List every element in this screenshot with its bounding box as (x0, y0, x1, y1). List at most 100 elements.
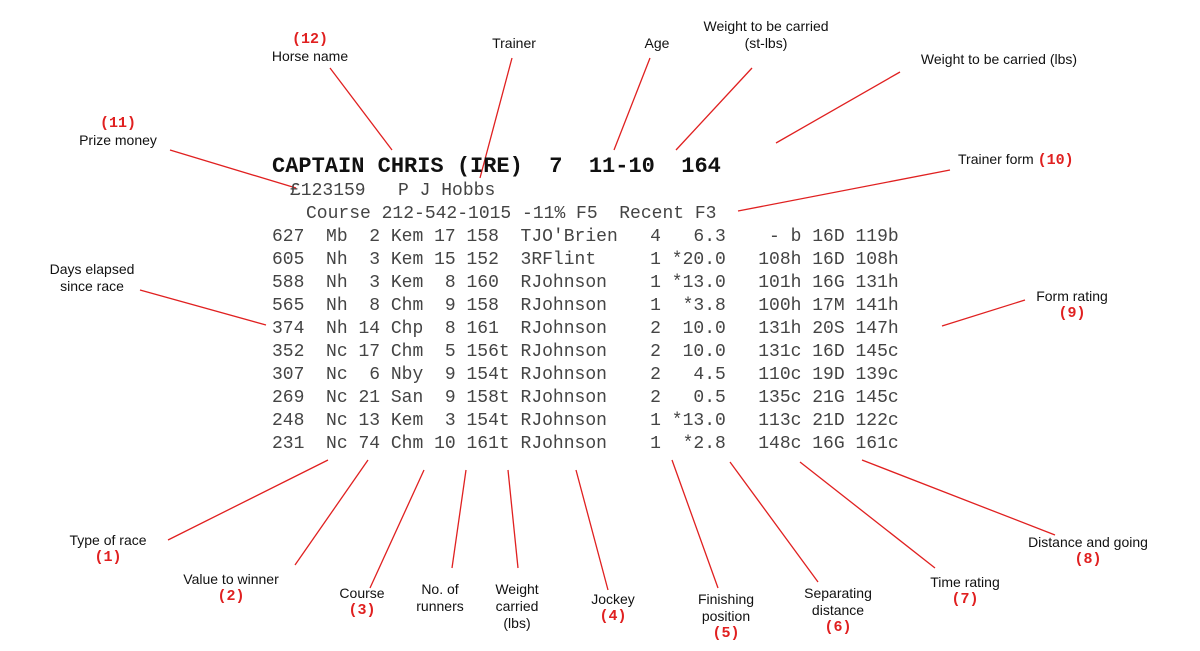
label-number: (1) (94, 549, 122, 566)
form-cell: 10 (434, 434, 456, 454)
form-cell: 21G (812, 388, 845, 408)
label-text-line3: (lbs) (503, 615, 531, 631)
form-cell: 16G (812, 273, 845, 293)
form-cell: Nc (326, 365, 348, 385)
label-text-line2: (st-lbs) (744, 35, 788, 51)
label-text-line1: No. of (421, 581, 459, 597)
leader-no-of-runners (451, 469, 467, 569)
form-cell: 122c (855, 411, 899, 431)
form-cell: 8 (358, 296, 381, 316)
form-cell: 352 (272, 342, 305, 362)
leader-type-of-race (167, 459, 329, 541)
form-cell: Chp (390, 319, 424, 339)
form-cell: Chm (390, 434, 424, 454)
label-number: (10) (1037, 152, 1074, 169)
form-cell: 307 (272, 365, 305, 385)
form-cell: 17 (434, 227, 456, 247)
label-no-of-runners: No. of runners (416, 581, 463, 615)
label-trainer: Trainer (492, 35, 536, 52)
form-cell: Nh (326, 250, 348, 270)
form-cell: 141h (855, 296, 899, 316)
label-text-line1: Days elapsed (49, 261, 135, 277)
label-weight-carried: Weight carried (lbs) (495, 581, 538, 632)
form-cell: 145c (855, 388, 899, 408)
form-cell: 231 (272, 434, 305, 454)
form-cell: 3 (358, 273, 381, 293)
form-row: 565 Nh 8 Chm 9 158 RJohnson 1 *3.8 100h … (272, 296, 899, 316)
label-text: Weight to be carried (lbs) (920, 51, 1078, 67)
form-cell: 16D (812, 342, 845, 362)
label-text-line2: position (701, 608, 751, 624)
form-cell: 1 (650, 273, 661, 293)
form-cell: 6.3 (671, 227, 726, 247)
form-cell: 6 (358, 365, 381, 385)
label-text-line2: since race (60, 278, 124, 294)
label-text: Distance and going (1028, 534, 1148, 550)
form-cell: Nh (326, 273, 348, 293)
form-cell: 16D (812, 227, 845, 247)
form-cell: Mb (326, 227, 348, 247)
form-cell: 2 (650, 365, 661, 385)
form-row: 605 Nh 3 Kem 15 152 3RFlint 1 *20.0 108h… (272, 250, 899, 270)
label-text: Time rating (930, 574, 1000, 590)
label-age: Age (645, 35, 670, 52)
form-cell: 9 (434, 296, 456, 316)
form-cell: 8 (434, 319, 456, 339)
label-text: Trainer form (958, 151, 1034, 167)
form-cell: 161c (855, 434, 899, 454)
form-cell: Chm (390, 342, 424, 362)
label-text-line2: carried (495, 598, 539, 614)
label-text-line1: Separating (804, 585, 872, 601)
form-cell: 135c (736, 388, 802, 408)
label-course: Course (3) (339, 585, 384, 619)
form-cell: 156t (466, 342, 510, 362)
leader-age (613, 57, 651, 151)
form-cell: 154t (466, 411, 510, 431)
form-cell: 158 (466, 227, 510, 247)
form-cell: 3 (358, 250, 381, 270)
label-number: (6) (824, 619, 852, 636)
form-cell: 374 (272, 319, 305, 339)
form-cell: 4 (650, 227, 661, 247)
form-cell: 15 (434, 250, 456, 270)
form-cell: 160 (466, 273, 510, 293)
form-row: 269 Nc 21 San 9 158t RJohnson 2 0.5 135c… (272, 388, 899, 408)
form-cell: Kem (390, 411, 424, 431)
form-row: 231 Nc 74 Chm 10 161t RJohnson 1 *2.8 14… (272, 434, 899, 454)
trainer-form-line: Course 212-542-1015 -11% F5 Recent F3 (306, 204, 717, 224)
form-cell: 21 (358, 388, 381, 408)
form-cell: 21D (812, 411, 845, 431)
label-text-line1: Finishing (697, 591, 755, 607)
form-cell: 1 (650, 434, 661, 454)
prize-trainer-line: £123159 P J Hobbs (290, 181, 495, 201)
form-cell: 100h (736, 296, 802, 316)
label-number: (8) (1074, 551, 1102, 568)
form-cell: 2 (358, 227, 381, 247)
label-time-rating: Time rating (7) (930, 574, 1000, 608)
form-cell: Chm (390, 296, 424, 316)
leader-distance-going (861, 459, 1056, 536)
form-cell: 2 (650, 319, 661, 339)
label-text: Value to winner (183, 571, 279, 587)
form-cell: *2.8 (671, 434, 726, 454)
form-cell: 131h (736, 319, 802, 339)
label-text: Horse name (271, 48, 349, 64)
leader-trainer-form (737, 169, 951, 212)
form-cell: - b (736, 227, 802, 247)
form-cell: 158t (466, 388, 510, 408)
label-number: (12) (291, 31, 329, 48)
form-cell: *13.0 (671, 273, 726, 293)
leader-value-to-winner (294, 459, 369, 566)
form-cell: Nc (326, 388, 348, 408)
form-cell: RJohnson (520, 319, 629, 339)
form-cell: 9 (434, 388, 456, 408)
form-cell: *20.0 (671, 250, 726, 270)
label-distance-going: Distance and going (8) (1028, 534, 1148, 568)
form-cell: 119b (855, 227, 899, 247)
leader-finishing-position (671, 459, 719, 589)
form-cell: 108h (855, 250, 899, 270)
form-cell: 139c (855, 365, 899, 385)
form-cell: 101h (736, 273, 802, 293)
form-cell: 10.0 (671, 319, 726, 339)
label-number: (4) (599, 608, 627, 625)
